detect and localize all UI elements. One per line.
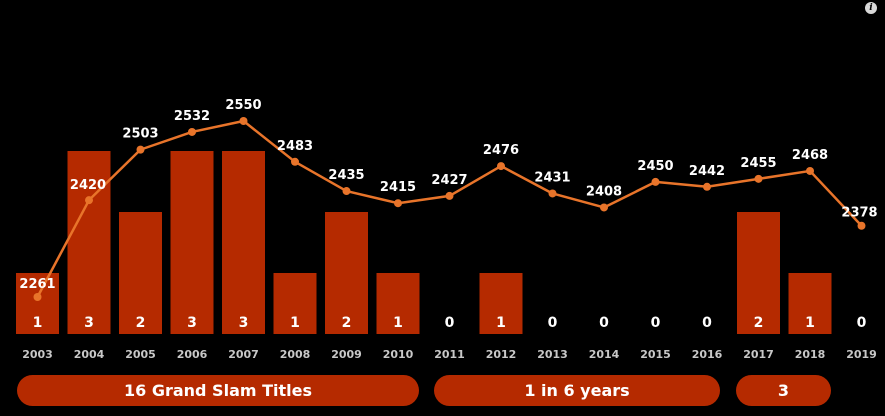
line-label-2009: 2435 bbox=[328, 168, 364, 183]
line-point-2006 bbox=[188, 127, 196, 136]
bar-label-2010: 1 bbox=[393, 315, 403, 331]
bar-2017 bbox=[737, 212, 780, 334]
bar-2010 bbox=[376, 273, 420, 334]
line-label-2015: 2450 bbox=[637, 159, 673, 174]
bar-2012 bbox=[479, 273, 523, 334]
x-tick-2006: 2006 bbox=[177, 348, 208, 361]
line-label-2019: 2378 bbox=[841, 206, 877, 221]
x-tick-2018: 2018 bbox=[795, 348, 826, 361]
bar-2018 bbox=[788, 273, 832, 334]
bar-label-2005: 2 bbox=[136, 315, 146, 331]
line-label-2014: 2408 bbox=[586, 184, 622, 199]
line-point-2015 bbox=[651, 177, 660, 186]
bar-label-2018: 1 bbox=[805, 315, 815, 331]
line-label-2005: 2503 bbox=[122, 127, 158, 142]
line-point-2004 bbox=[85, 196, 93, 205]
group-label-three: 3 bbox=[736, 375, 831, 406]
line-label-2013: 2431 bbox=[534, 170, 570, 185]
bar-label-2019: 0 bbox=[857, 315, 867, 331]
labels-layer: 1 3 2 3 3 1 2 1 0 1 0 0 0 0 2 1 0 2261 2420 2503 2532 2550 248… bbox=[19, 98, 877, 331]
line-point-2008 bbox=[291, 157, 299, 166]
bar-2003 bbox=[16, 273, 59, 334]
x-tick-2007: 2007 bbox=[228, 348, 259, 361]
bars-layer bbox=[16, 151, 832, 334]
group-label-one-in-six-years: 1 in 6 years bbox=[434, 375, 720, 406]
line-label-2012: 2476 bbox=[483, 143, 519, 158]
bar-2009 bbox=[325, 212, 368, 334]
bar-label-2008: 1 bbox=[290, 315, 300, 331]
bar-label-2012: 1 bbox=[496, 315, 506, 331]
info-icon[interactable]: i bbox=[865, 2, 877, 14]
line-label-2008: 2483 bbox=[277, 139, 313, 154]
x-tick-2009: 2009 bbox=[331, 348, 362, 361]
line-point-2014 bbox=[600, 203, 608, 212]
bar-label-2013: 0 bbox=[548, 315, 558, 331]
bar-label-2003: 1 bbox=[33, 315, 43, 331]
x-tick-2004: 2004 bbox=[74, 348, 105, 361]
bar-2007 bbox=[222, 151, 265, 334]
line-label-2010: 2415 bbox=[380, 180, 416, 195]
line-label-2011: 2427 bbox=[431, 173, 467, 188]
line-point-2011 bbox=[445, 191, 454, 200]
x-axis-ticks: 2003 2004 2005 2006 2007 2008 2009 2010 2011 2012… bbox=[22, 348, 877, 361]
line-point-2003 bbox=[33, 293, 42, 301]
line-label-2007: 2550 bbox=[225, 98, 261, 113]
bar-label-2014: 0 bbox=[599, 315, 609, 331]
x-tick-2017: 2017 bbox=[743, 348, 774, 361]
x-tick-2011: 2011 bbox=[434, 348, 465, 361]
bar-2005 bbox=[119, 212, 162, 334]
bar-label-2011: 0 bbox=[445, 315, 455, 331]
x-tick-2010: 2010 bbox=[383, 348, 414, 361]
bar-2008 bbox=[273, 273, 317, 334]
line-point-2017 bbox=[754, 174, 763, 183]
bar-label-2007: 3 bbox=[239, 315, 249, 331]
line-point-2013 bbox=[548, 189, 557, 198]
line-point-2007 bbox=[239, 117, 248, 125]
x-tick-2003: 2003 bbox=[22, 348, 53, 361]
bar-label-2015: 0 bbox=[651, 315, 661, 331]
x-tick-2019: 2019 bbox=[846, 348, 877, 361]
x-tick-2013: 2013 bbox=[537, 348, 568, 361]
x-tick-2012: 2012 bbox=[486, 348, 517, 361]
x-tick-2015: 2015 bbox=[640, 348, 671, 361]
line-point-2010 bbox=[394, 199, 402, 208]
line-label-2003: 2261 bbox=[19, 277, 55, 292]
line-label-2016: 2442 bbox=[689, 164, 725, 179]
line-layer bbox=[33, 117, 866, 301]
bar-label-2016: 0 bbox=[702, 315, 712, 331]
bar-label-2004: 3 bbox=[84, 315, 94, 331]
x-tick-2008: 2008 bbox=[280, 348, 311, 361]
bar-label-2006: 3 bbox=[187, 315, 197, 331]
line-label-2006: 2532 bbox=[174, 109, 210, 124]
line-point-2019 bbox=[857, 221, 866, 230]
line-label-2017: 2455 bbox=[740, 156, 776, 171]
bar-2006 bbox=[170, 151, 214, 334]
x-tick-2016: 2016 bbox=[692, 348, 723, 361]
line-point-2018 bbox=[806, 166, 814, 175]
x-tick-2005: 2005 bbox=[125, 348, 156, 361]
group-label-grand-slam-titles: 16 Grand Slam Titles bbox=[17, 375, 419, 406]
bar-label-2017: 2 bbox=[754, 315, 764, 331]
line-point-2005 bbox=[136, 145, 145, 154]
line-label-2004: 2420 bbox=[70, 178, 106, 193]
line-point-2009 bbox=[342, 187, 351, 196]
bar-2004 bbox=[67, 151, 111, 334]
x-tick-2014: 2014 bbox=[589, 348, 620, 361]
line-point-2012 bbox=[497, 162, 505, 171]
line-label-2018: 2468 bbox=[792, 148, 828, 163]
line-point-2016 bbox=[703, 182, 711, 191]
bar-label-2009: 2 bbox=[342, 315, 352, 331]
